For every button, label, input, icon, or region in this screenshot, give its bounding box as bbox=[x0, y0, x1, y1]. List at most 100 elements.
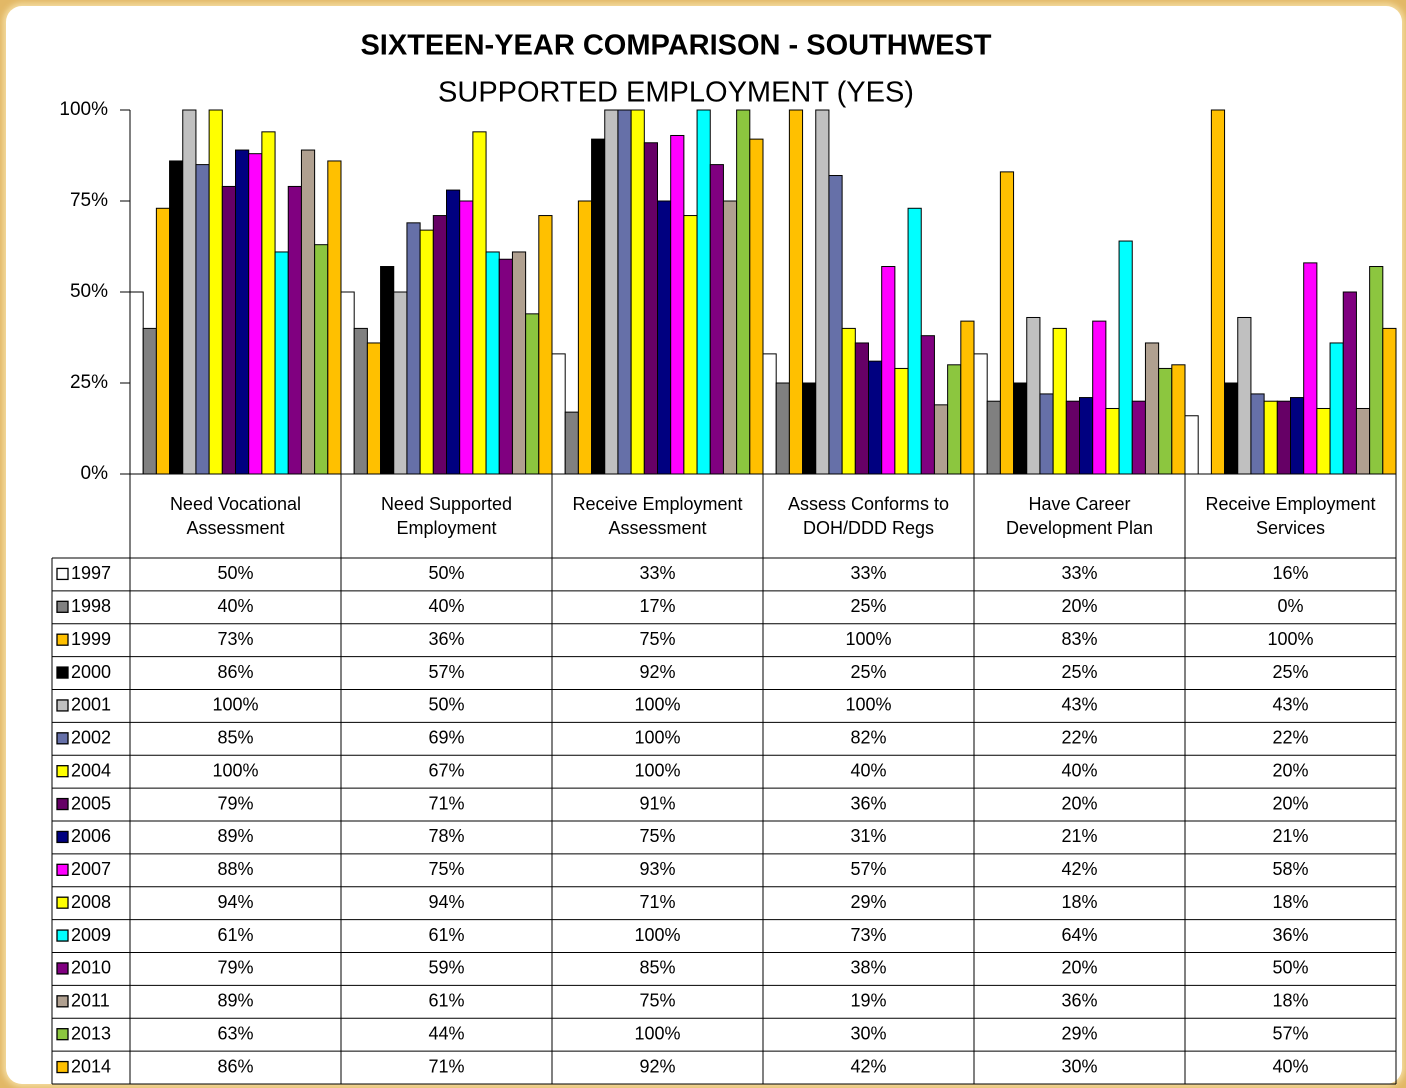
bar bbox=[617, 109, 632, 475]
table-cell: 29% bbox=[1061, 1023, 1097, 1043]
table-cell: 20% bbox=[1272, 760, 1308, 780]
bar bbox=[1079, 397, 1094, 475]
bar bbox=[894, 367, 909, 475]
bar bbox=[1118, 240, 1133, 475]
bar bbox=[762, 353, 777, 475]
bar bbox=[1092, 320, 1107, 475]
table-cell: 33% bbox=[1061, 563, 1097, 583]
table-cell: 73% bbox=[850, 925, 886, 945]
chart-subtitle: SUPPORTED EMPLOYMENT (YES) bbox=[438, 77, 914, 109]
bar bbox=[1210, 109, 1226, 475]
table-cell: 58% bbox=[1272, 859, 1308, 879]
legend-label: 2005 bbox=[71, 793, 111, 813]
legend-label: 2002 bbox=[71, 728, 111, 748]
bar bbox=[683, 215, 698, 475]
bar bbox=[366, 342, 382, 475]
table-cell: 100% bbox=[845, 629, 891, 649]
legend-swatch bbox=[56, 567, 69, 581]
legend-label: 2009 bbox=[71, 925, 111, 945]
legend-label: 2006 bbox=[71, 826, 111, 846]
bar bbox=[920, 335, 935, 475]
bar bbox=[380, 266, 395, 475]
table-cell: 67% bbox=[428, 760, 464, 780]
table-cell: 40% bbox=[850, 760, 886, 780]
legend-label: 2001 bbox=[71, 695, 111, 715]
legend-label: 2011 bbox=[71, 991, 110, 1011]
bar bbox=[1171, 364, 1186, 475]
bar bbox=[670, 134, 685, 475]
bar bbox=[1369, 266, 1384, 475]
bar bbox=[472, 131, 487, 475]
bar bbox=[815, 109, 830, 475]
bar bbox=[287, 185, 302, 475]
table-cell: 85% bbox=[639, 958, 675, 978]
bar bbox=[538, 215, 553, 475]
table-cell: 57% bbox=[850, 859, 886, 879]
table-cell: 75% bbox=[639, 991, 675, 1011]
bar bbox=[788, 109, 804, 475]
legend-swatch bbox=[56, 633, 69, 646]
bar bbox=[485, 251, 500, 475]
bar bbox=[1144, 342, 1160, 475]
table-cell: 57% bbox=[1272, 1023, 1308, 1043]
bar bbox=[1105, 407, 1120, 475]
legend-label: 1998 bbox=[71, 596, 111, 616]
table-cell: 44% bbox=[428, 1023, 464, 1043]
legend-label: 2008 bbox=[71, 892, 111, 912]
table-cell: 83% bbox=[1061, 629, 1097, 649]
table-cell: 36% bbox=[850, 793, 886, 813]
table-cell: 0% bbox=[1277, 596, 1303, 616]
table-cell: 93% bbox=[639, 859, 675, 879]
table-cell: 43% bbox=[1272, 695, 1308, 715]
table-cell: 64% bbox=[1061, 925, 1097, 945]
legend-swatch bbox=[56, 995, 69, 1008]
table-cell: 59% bbox=[428, 958, 464, 978]
table-cell: 42% bbox=[1061, 859, 1097, 879]
table-cell: 33% bbox=[639, 563, 675, 583]
bar bbox=[591, 138, 606, 475]
legend-label: 2013 bbox=[71, 1023, 111, 1043]
y-tick-label: 100% bbox=[59, 99, 108, 120]
table-cell: 50% bbox=[428, 563, 464, 583]
bar bbox=[1224, 382, 1239, 475]
table-cell: 100% bbox=[634, 760, 680, 780]
table-cell: 18% bbox=[1272, 892, 1308, 912]
y-tick-label: 0% bbox=[81, 463, 109, 484]
legend-swatch bbox=[56, 732, 69, 745]
table-cell: 100% bbox=[212, 760, 258, 780]
table-cell: 69% bbox=[428, 728, 464, 748]
y-tick-label: 75% bbox=[70, 190, 108, 211]
table-cell: 63% bbox=[217, 1023, 253, 1043]
table-cell: 17% bbox=[639, 596, 675, 616]
table-cell: 22% bbox=[1272, 728, 1308, 748]
table-cell: 36% bbox=[1061, 991, 1097, 1011]
legend-label: 2010 bbox=[71, 958, 111, 978]
table-cell: 100% bbox=[634, 695, 680, 715]
bar bbox=[393, 291, 408, 475]
bar bbox=[960, 320, 975, 475]
bar bbox=[182, 109, 197, 475]
bar bbox=[248, 153, 263, 475]
legend-swatch bbox=[56, 797, 69, 811]
bar bbox=[1131, 400, 1146, 475]
bar bbox=[274, 251, 289, 475]
table-cell: 71% bbox=[428, 1056, 464, 1076]
x-tick-label: Receive Employment Services bbox=[1205, 494, 1376, 538]
bar bbox=[657, 200, 672, 475]
table-cell: 20% bbox=[1061, 793, 1097, 813]
table-cell: 25% bbox=[850, 662, 886, 682]
table-cell: 36% bbox=[1272, 925, 1308, 945]
bar bbox=[511, 251, 527, 475]
table-cell: 22% bbox=[1061, 728, 1097, 748]
x-tick-label: Receive Employment Assessment bbox=[572, 494, 743, 538]
table-cell: 100% bbox=[634, 728, 680, 748]
legend-label: 1999 bbox=[71, 629, 111, 649]
bar bbox=[1342, 291, 1357, 475]
table-cell: 92% bbox=[639, 1056, 675, 1076]
bar bbox=[933, 404, 949, 475]
bar bbox=[1263, 400, 1278, 475]
table-cell: 75% bbox=[639, 826, 675, 846]
bar bbox=[630, 109, 645, 475]
bar bbox=[208, 109, 223, 475]
table-cell: 75% bbox=[639, 629, 675, 649]
